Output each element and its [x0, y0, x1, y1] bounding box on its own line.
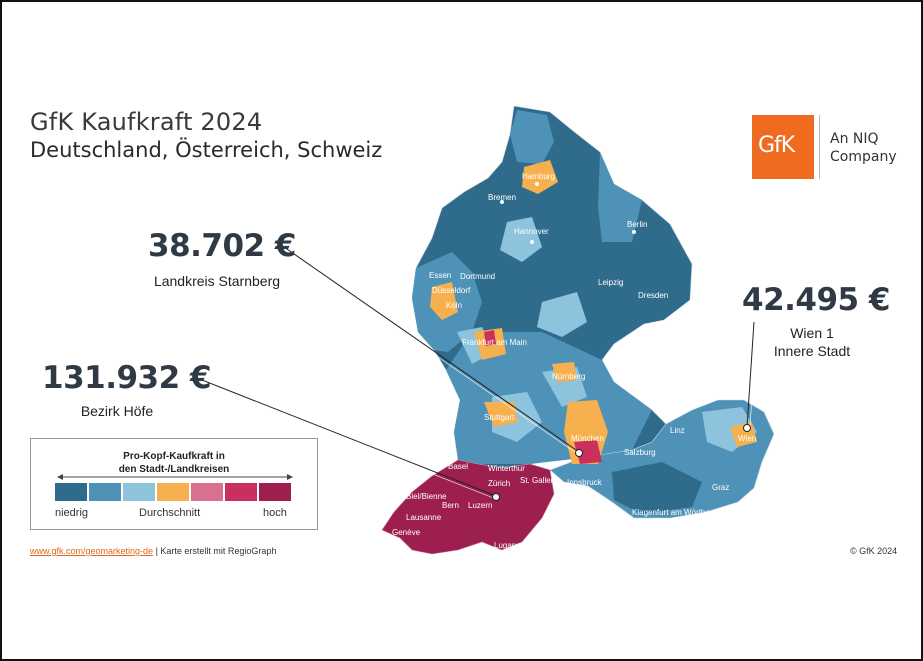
city-linz: Linz	[670, 426, 685, 435]
city-muenchen: München	[571, 434, 604, 443]
map-title: GfK Kaufkraft 2024	[30, 108, 263, 136]
city-dortmund: Dortmund	[460, 272, 495, 281]
callout-wien-label-line2: Innere Stadt	[773, 343, 851, 359]
map-subtitle: Deutschland, Österreich, Schweiz	[30, 138, 383, 162]
germany-east-light	[598, 152, 642, 242]
legend-mid: Durchschnitt	[139, 507, 201, 519]
callout-starnberg-value: 38.702 €	[148, 228, 297, 264]
city-essen: Essen	[429, 271, 451, 280]
callout-hoefe-value: 131.932 €	[42, 360, 212, 396]
company-line1: An NIQ	[830, 131, 879, 147]
callout-starnberg-label: Landkreis Starnberg	[153, 273, 281, 289]
city-winterthur: Winterthur	[488, 464, 525, 473]
city-innsbruck: Innsbruck	[567, 478, 603, 487]
legend-high: hoch	[263, 507, 287, 519]
city-stuttgart: Stuttgart	[484, 413, 515, 422]
legend-swatch	[55, 483, 87, 501]
city-salzburg: Salzburg	[624, 448, 656, 457]
city-frankfurt: Frankfurt am Main	[462, 338, 527, 347]
gfk-logo-text: GfK	[758, 133, 795, 158]
city-hamburg: Hamburg	[522, 172, 555, 181]
callout-wien-value: 42.495 €	[742, 282, 891, 318]
city-leipzig: Leipzig	[598, 278, 623, 287]
city-klagenfurt: Klagenfurt am Wörthersee	[632, 508, 726, 517]
city-bremen: Bremen	[488, 193, 516, 202]
city-stgallen: St. Gallen	[520, 476, 555, 485]
legend-low: niedrig	[55, 507, 89, 519]
footer-link[interactable]: www.gfk.com/geomarketing-de	[30, 546, 154, 556]
callout-wien-label: Wien 1 Innere Stadt	[742, 324, 882, 360]
city-nuernberg: Nürnberg	[552, 372, 585, 381]
legend-swatch	[191, 483, 223, 501]
legend-swatch	[225, 483, 257, 501]
copyright: © GfK 2024	[850, 546, 898, 556]
city-zuerich: Zürich	[488, 479, 510, 488]
logo-divider	[819, 115, 820, 179]
city-berlin: Berlin	[627, 220, 647, 229]
company-line2: Company	[830, 149, 897, 165]
company-tagline: An NIQ Company	[830, 130, 897, 166]
legend-swatch	[89, 483, 121, 501]
switzerland-region	[381, 459, 555, 555]
footer-text: | Karte erstellt mit RegioGraph	[153, 546, 277, 556]
leader-lines	[201, 246, 758, 501]
legend: Pro-Kopf-Kaufkraft in den Stadt-/Landkre…	[30, 438, 318, 530]
legend-title-line2: den Stadt-/Landkreisen	[118, 464, 230, 475]
city-lugano: Lugano	[494, 541, 521, 550]
city-geneve: Genève	[392, 528, 421, 537]
city-duesseldorf: Düsseldorf	[432, 286, 471, 295]
callout-hoefe-label: Bezirk Höfe	[80, 403, 154, 419]
city-basel: Basel	[448, 462, 468, 471]
callout-wien-label-line1: Wien 1	[790, 325, 834, 341]
germany-north-light	[510, 110, 554, 164]
legend-title-line1: Pro-Kopf-Kaufkraft in	[123, 451, 225, 462]
city-koeln: Köln	[446, 301, 462, 310]
city-wien: Wien	[738, 434, 756, 443]
city-biel: Biel/Bienne	[406, 492, 447, 501]
city-graz: Graz	[712, 483, 729, 492]
city-lausanne: Lausanne	[406, 513, 442, 522]
footer: www.gfk.com/geomarketing-de | Karte erst…	[30, 546, 276, 556]
legend-swatch	[157, 483, 189, 501]
legend-swatch	[259, 483, 291, 501]
gfk-logo: GfK	[752, 115, 814, 179]
city-luzern: Luzern	[468, 501, 492, 510]
city-bern: Bern	[442, 501, 459, 510]
city-hannover: Hannover	[514, 227, 549, 236]
legend-swatch	[123, 483, 155, 501]
city-labels: Hamburg Bremen Berlin Hannover Essen Dor…	[392, 172, 756, 550]
city-dresden: Dresden	[638, 291, 668, 300]
legend-arrow	[57, 474, 293, 480]
